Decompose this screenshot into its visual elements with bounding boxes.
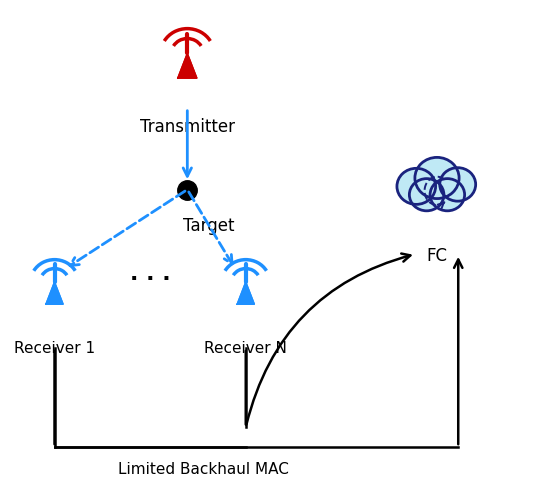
Text: Transmitter: Transmitter <box>140 118 235 136</box>
Circle shape <box>430 179 465 211</box>
Polygon shape <box>178 53 197 78</box>
Circle shape <box>415 157 459 199</box>
Polygon shape <box>46 282 63 304</box>
Text: Target: Target <box>183 217 234 235</box>
Circle shape <box>440 168 476 201</box>
Text: Limited Backhaul MAC: Limited Backhaul MAC <box>118 462 289 477</box>
Text: FC: FC <box>427 247 447 264</box>
Circle shape <box>410 179 444 211</box>
Text: Receiver N: Receiver N <box>205 341 287 356</box>
Polygon shape <box>237 282 254 304</box>
Text: · · ·: · · · <box>130 269 170 289</box>
Circle shape <box>397 168 436 204</box>
Text: Receiver 1: Receiver 1 <box>14 341 95 356</box>
